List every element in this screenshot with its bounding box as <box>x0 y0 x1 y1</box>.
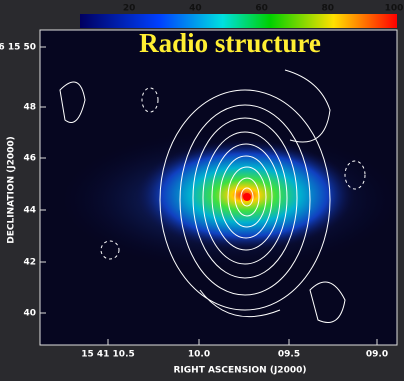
x-axis-label: RIGHT ASCENSION (J2000) <box>174 366 307 376</box>
title: Radio structure <box>139 28 321 58</box>
x-tick-label: 15 41 10.5 <box>81 350 135 360</box>
y-axis-label: DECLINATION (J2000) <box>7 136 17 244</box>
nucleus <box>243 193 251 201</box>
y-tick-label: 40 <box>23 309 36 319</box>
y-tick-label: 48 <box>23 103 36 113</box>
x-tick-label: 10.0 <box>188 350 210 360</box>
x-tick-label: 09.0 <box>366 350 388 360</box>
colorbar-tick-label: 80 <box>322 4 335 14</box>
radio-map: Radio structure DECLINATION (J2000) RIGH… <box>0 0 404 381</box>
colorbar-tick-label: 100 <box>385 4 404 14</box>
y-tick-label: 44 <box>23 206 36 216</box>
y-tick-label: 46 <box>23 154 36 164</box>
colorbar-tick-label: 20 <box>123 4 136 14</box>
y-tick-label: 66 15 50 <box>0 43 36 53</box>
y-tick-label: 42 <box>23 258 36 268</box>
x-tick-label: 09.5 <box>278 350 300 360</box>
colorbar-tick-label: 40 <box>189 4 202 14</box>
colorbar <box>80 14 397 28</box>
colorbar-tick-label: 60 <box>255 4 268 14</box>
